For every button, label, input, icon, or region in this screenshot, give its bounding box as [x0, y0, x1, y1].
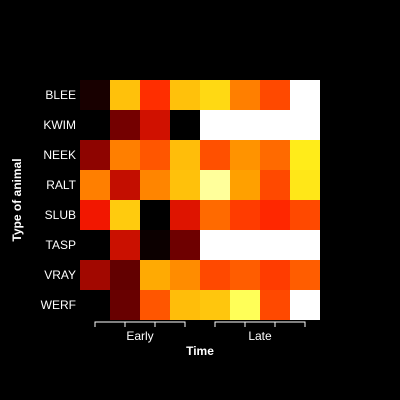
- heatmap-cell-tasp-3: [140, 230, 170, 260]
- heatmap-cell-tasp-6: [230, 230, 260, 260]
- column-group-label-late: Late: [248, 329, 272, 343]
- heatmap-cell-slub-7: [260, 200, 290, 230]
- heatmap-cell-blee-2: [110, 80, 140, 110]
- heatmap-cell-slub-5: [200, 200, 230, 230]
- heatmap-cell-kwim-1: [80, 110, 110, 140]
- heatmap-cell-blee-7: [260, 80, 290, 110]
- heatmap-cell-neek-7: [260, 140, 290, 170]
- heatmap-cell-ralt-8: [290, 170, 320, 200]
- heatmap-cell-ralt-7: [260, 170, 290, 200]
- heatmap-cell-slub-1: [80, 200, 110, 230]
- row-label-tasp: TASP: [46, 238, 76, 252]
- heatmap-cell-blee-6: [230, 80, 260, 110]
- x-axis-title: Time: [186, 344, 214, 358]
- row-label-werf: WERF: [41, 298, 76, 312]
- heatmap-cell-neek-6: [230, 140, 260, 170]
- row-label-kwim: KWIM: [43, 118, 76, 132]
- heatmap-cell-kwim-5: [200, 110, 230, 140]
- heatmap-cell-vray-1: [80, 260, 110, 290]
- heatmap-cell-kwim-8: [290, 110, 320, 140]
- row-label-slub: SLUB: [45, 208, 76, 222]
- heatmap-cell-werf-6: [230, 290, 260, 320]
- heatmap-cell-ralt-3: [140, 170, 170, 200]
- heatmap-cell-vray-6: [230, 260, 260, 290]
- heatmap-cell-neek-1: [80, 140, 110, 170]
- heatmap-cell-vray-7: [260, 260, 290, 290]
- column-group-label-early: Early: [126, 329, 153, 343]
- row-label-neek: NEEK: [43, 148, 76, 162]
- heatmap-cell-kwim-7: [260, 110, 290, 140]
- heatmap-cell-neek-8: [290, 140, 320, 170]
- heatmap-cells: [80, 80, 320, 320]
- heatmap-cell-neek-5: [200, 140, 230, 170]
- heatmap-cell-ralt-2: [110, 170, 140, 200]
- y-axis-title: Type of animal: [10, 158, 24, 241]
- heatmap-cell-kwim-3: [140, 110, 170, 140]
- heatmap-cell-tasp-7: [260, 230, 290, 260]
- heatmap-cell-werf-3: [140, 290, 170, 320]
- row-label-vray: VRAY: [44, 268, 76, 282]
- heatmap-cell-ralt-1: [80, 170, 110, 200]
- heatmap-cell-vray-3: [140, 260, 170, 290]
- heatmap-cell-werf-2: [110, 290, 140, 320]
- heatmap-cell-blee-3: [140, 80, 170, 110]
- column-group-brackets: Early Late: [94, 321, 306, 343]
- column-group-bracket-early: [94, 321, 186, 327]
- row-label-ralt: RALT: [46, 178, 76, 192]
- heatmap-cell-werf-8: [290, 290, 320, 320]
- heatmap-cell-vray-2: [110, 260, 140, 290]
- heatmap-cell-werf-4: [170, 290, 200, 320]
- column-group-bracket-late: [214, 321, 306, 327]
- heatmap-cell-werf-1: [80, 290, 110, 320]
- heatmap-cell-werf-5: [200, 290, 230, 320]
- heatmap-cell-tasp-4: [170, 230, 200, 260]
- heatmap-cell-kwim-6: [230, 110, 260, 140]
- heatmap-cell-vray-4: [170, 260, 200, 290]
- heatmap-cell-ralt-5: [200, 170, 230, 200]
- heatmap-cell-neek-3: [140, 140, 170, 170]
- heatmap-cell-ralt-4: [170, 170, 200, 200]
- heatmap-cell-slub-4: [170, 200, 200, 230]
- heatmap-cell-werf-7: [260, 290, 290, 320]
- heatmap-cell-slub-6: [230, 200, 260, 230]
- heatmap-cell-kwim-2: [110, 110, 140, 140]
- heatmap-cell-ralt-6: [230, 170, 260, 200]
- heatmap-cell-tasp-1: [80, 230, 110, 260]
- heatmap-cell-vray-5: [200, 260, 230, 290]
- row-labels: BLEE KWIM NEEK RALT SLUB TASP VRAY WERF: [41, 88, 77, 312]
- heatmap-cell-blee-8: [290, 80, 320, 110]
- heatmap-cell-blee-5: [200, 80, 230, 110]
- heatmap-cell-vray-8: [290, 260, 320, 290]
- row-label-blee: BLEE: [45, 88, 76, 102]
- heatmap-cell-slub-3: [140, 200, 170, 230]
- heatmap-cell-tasp-2: [110, 230, 140, 260]
- heatmap-cell-blee-1: [80, 80, 110, 110]
- heatmap-cell-tasp-5: [200, 230, 230, 260]
- heatmap-cell-blee-4: [170, 80, 200, 110]
- heatmap-cell-kwim-4: [170, 110, 200, 140]
- heatmap-cell-tasp-8: [290, 230, 320, 260]
- heatmap-cell-neek-2: [110, 140, 140, 170]
- heatmap-cell-neek-4: [170, 140, 200, 170]
- heatmap-cell-slub-8: [290, 200, 320, 230]
- heatmap-cell-slub-2: [110, 200, 140, 230]
